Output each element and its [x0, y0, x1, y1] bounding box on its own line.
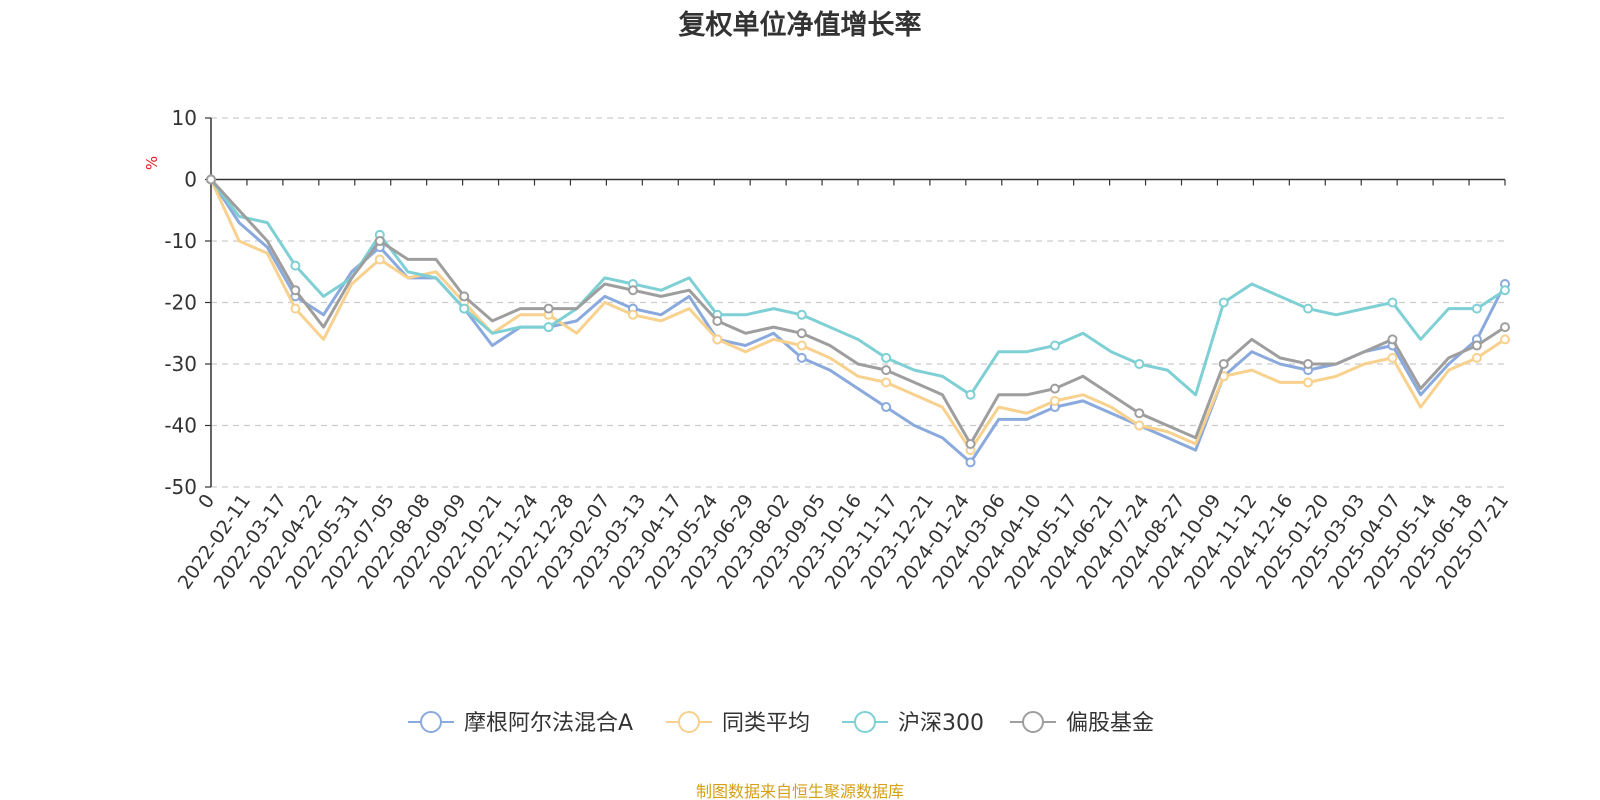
data-point	[1218, 359, 1229, 369]
data-point	[1303, 303, 1314, 314]
data-point	[627, 285, 638, 296]
legend-item[interactable]: 摩根阿尔法混合A	[408, 711, 633, 736]
data-point	[881, 377, 892, 388]
data-point	[543, 322, 554, 333]
data-point	[796, 352, 807, 363]
data-point	[459, 303, 470, 314]
data-point	[712, 334, 723, 345]
data-point	[1303, 377, 1314, 388]
legend-item[interactable]: 同类平均	[666, 711, 810, 736]
data-point	[290, 260, 301, 271]
series-3	[206, 174, 1510, 449]
y-tick-label: 10	[172, 106, 197, 130]
data-point	[965, 389, 976, 400]
data-point	[1500, 334, 1510, 345]
data-point	[374, 254, 385, 265]
y-tick-label: 0	[184, 168, 197, 192]
data-point	[881, 365, 892, 376]
legend[interactable]: 摩根阿尔法混合A 同类平均 沪深300 偏股基金	[408, 711, 1154, 736]
source-note: 制图数据来自恒生聚源数据库	[696, 782, 904, 800]
data-point	[1134, 359, 1145, 369]
legend-label: 摩根阿尔法混合A	[464, 711, 633, 736]
data-point	[1387, 334, 1398, 345]
data-point	[1471, 340, 1482, 351]
data-point	[796, 328, 807, 339]
data-point	[796, 309, 807, 320]
data-point	[965, 438, 976, 449]
data-point	[374, 236, 385, 246]
y-tick-label: -20	[164, 291, 197, 315]
legend-label: 偏股基金	[1066, 711, 1154, 736]
data-point	[1387, 297, 1398, 308]
legend-item[interactable]: 沪深300	[842, 711, 984, 736]
data-point	[1134, 408, 1145, 419]
series-line	[209, 178, 1506, 446]
series-0	[206, 174, 1510, 468]
chart-title: 复权单位净值增长率	[679, 9, 922, 41]
legend-marker	[420, 711, 442, 733]
data-point	[206, 174, 216, 185]
data-point	[1387, 352, 1398, 363]
data-point	[1303, 359, 1314, 369]
series-line	[209, 178, 1507, 464]
data-point	[965, 457, 976, 468]
data-point	[712, 315, 723, 326]
data-point	[1471, 352, 1482, 363]
data-point	[1218, 297, 1229, 308]
grid-layer	[211, 117, 1505, 488]
data-point	[290, 285, 301, 296]
series-layer	[206, 174, 1510, 468]
legend-label: 同类平均	[722, 711, 810, 736]
data-point	[1049, 395, 1060, 406]
legend-label: 沪深300	[898, 711, 984, 736]
y-tick-label: -10	[164, 229, 197, 253]
legend-marker	[854, 711, 876, 733]
data-point	[1134, 420, 1145, 431]
legend-item[interactable]: 偏股基金	[1010, 711, 1154, 736]
data-point	[459, 291, 470, 302]
data-point	[543, 303, 554, 314]
data-point	[1049, 340, 1060, 351]
data-point	[881, 352, 892, 363]
y-tick-label: -30	[164, 352, 197, 376]
data-point	[290, 303, 301, 314]
y-axis-label: %	[143, 156, 161, 170]
data-point	[881, 402, 892, 413]
y-tick-label: -40	[164, 414, 197, 438]
data-point	[1500, 285, 1510, 296]
data-point	[1049, 383, 1060, 394]
y-tick-label: -50	[164, 475, 197, 499]
legend-marker	[678, 711, 700, 733]
data-point	[1471, 303, 1482, 314]
data-point	[627, 309, 638, 320]
data-point	[1500, 322, 1510, 333]
data-point	[796, 340, 807, 351]
series-line	[209, 178, 1506, 452]
legend-marker	[1022, 711, 1044, 733]
series-1	[206, 174, 1510, 456]
x-tick-label: 0	[194, 490, 219, 513]
series-line	[209, 178, 1506, 397]
